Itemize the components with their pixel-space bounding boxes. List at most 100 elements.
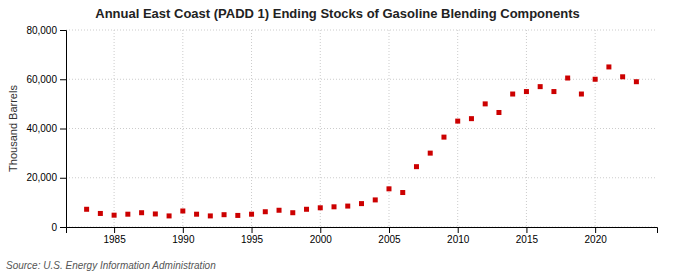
point (483, 101, 488, 106)
point (332, 204, 337, 209)
point (414, 164, 419, 169)
x-tick-label: 1985 (103, 234, 126, 245)
point (579, 92, 584, 97)
grid (66, 30, 657, 227)
x-tick: 2000 (310, 227, 333, 245)
point (510, 92, 515, 97)
y-tick: 0 (51, 222, 66, 233)
y-tick-label: 80,000 (26, 25, 57, 36)
point (263, 209, 268, 214)
x-tick: 1985 (103, 227, 126, 245)
point (538, 84, 543, 89)
y-tick-label: 20,000 (26, 172, 57, 183)
point (428, 151, 433, 156)
y-tick: 20,000 (26, 172, 66, 183)
y-tick: 80,000 (26, 25, 66, 36)
point (318, 205, 323, 210)
grid-line-x (595, 30, 596, 227)
x-tick: 2010 (447, 227, 470, 245)
point (153, 211, 158, 216)
point (593, 77, 598, 82)
y-tick: 40,000 (26, 123, 66, 134)
point (400, 190, 405, 195)
x-axis: 1985 1990 1995 2000 2005 2010 2015 2020 (67, 227, 658, 245)
point (249, 212, 254, 217)
x-tick-mark (526, 227, 527, 233)
grid-line-y (66, 128, 657, 129)
y-tick-mark (60, 129, 66, 130)
point (606, 64, 611, 69)
annotation: Source: U.S. Energy Information Administ… (6, 260, 216, 271)
y-axis-line (60, 31, 67, 228)
point (84, 207, 89, 212)
y-tick-mark (60, 227, 66, 228)
grid-line-y (66, 177, 657, 178)
point (620, 74, 625, 79)
point (180, 208, 185, 213)
grid-line-x (320, 30, 321, 227)
point (277, 208, 282, 213)
points (84, 64, 639, 218)
point (222, 212, 227, 217)
point (167, 213, 172, 218)
x-tick: 1995 (241, 227, 264, 245)
grid-line-x (457, 30, 458, 227)
point (441, 135, 446, 140)
y-tick: 60,000 (26, 74, 66, 85)
y-tick-mark (60, 79, 66, 80)
point (112, 213, 117, 218)
x-tick-label: 1995 (241, 234, 264, 245)
x-axis-line (67, 228, 658, 234)
x-tick-label: 2015 (516, 234, 539, 245)
point (139, 210, 144, 215)
x-tick-mark (595, 227, 596, 233)
grid-line-y (66, 30, 657, 31)
x-tick-mark (252, 227, 253, 233)
x-tick-mark (389, 227, 390, 233)
x-tick-label: 1990 (172, 234, 195, 245)
y-tick-label: 60,000 (26, 74, 57, 85)
point (469, 116, 474, 121)
point (496, 110, 501, 115)
grid-line-x (388, 30, 389, 227)
x-tick-label: 2000 (310, 234, 333, 245)
x-tick-mark (458, 227, 459, 233)
chart: 1985 1990 1995 2000 2005 2010 2015 2020 0 20,000 4… (0, 0, 675, 275)
point (125, 212, 130, 217)
x-tick-mark (114, 227, 115, 233)
grid-line-x (526, 30, 527, 227)
y-tick-mark (60, 178, 66, 179)
point (235, 213, 240, 218)
point (455, 119, 460, 124)
y-tick-label: 0 (51, 222, 57, 233)
plot-area: 1985 1990 1995 2000 2005 2010 2015 2020 0 20,000 4… (26, 25, 657, 245)
point (98, 211, 103, 216)
point (386, 186, 391, 191)
point (304, 207, 309, 212)
point (565, 76, 570, 81)
x-tick-label: 2010 (447, 234, 470, 245)
y-tick-mark (60, 30, 66, 31)
point (551, 89, 556, 94)
y-axis: 0 20,000 40,000 60,000 80,000 (26, 25, 66, 233)
point (290, 210, 295, 215)
point (373, 197, 378, 202)
x-tick: 2020 (585, 227, 608, 245)
x-tick: 1990 (172, 227, 195, 245)
x-tick: 2005 (378, 227, 401, 245)
point (208, 213, 213, 218)
grid-line-x (182, 30, 183, 227)
x-tick-label: 2005 (378, 234, 401, 245)
point (345, 204, 350, 209)
x-tick-label: 2020 (585, 234, 608, 245)
grid-line-x (251, 30, 252, 227)
x-tick-mark (320, 227, 321, 233)
point (524, 89, 529, 94)
point (194, 212, 199, 217)
point (634, 79, 639, 84)
grid-line-x (114, 30, 115, 227)
title: Annual East Coast (PADD 1) Ending Stocks… (95, 6, 579, 21)
x-tick-mark (183, 227, 184, 233)
y-tick-label: 40,000 (26, 123, 57, 134)
point (359, 201, 364, 206)
